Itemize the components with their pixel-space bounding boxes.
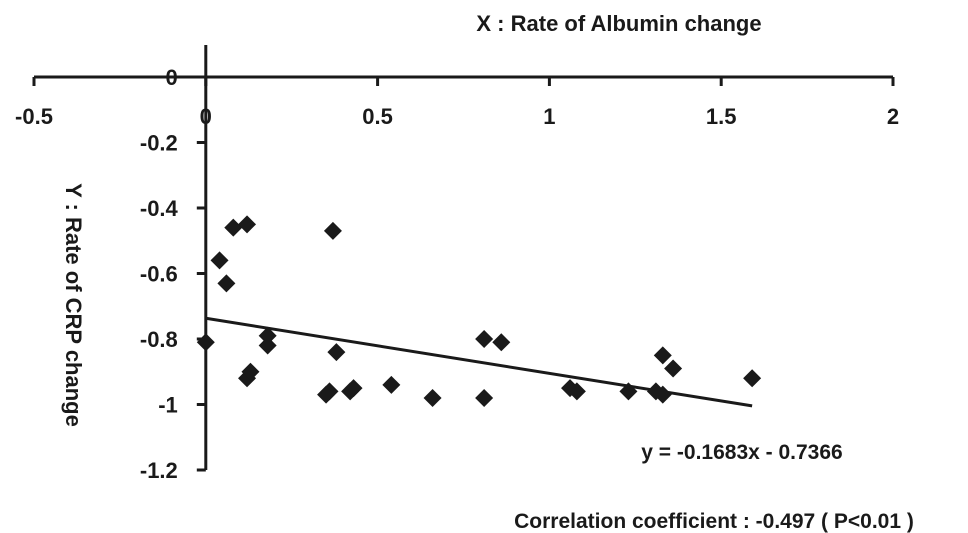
data-point — [210, 251, 229, 270]
x-tick-label: 1.5 — [706, 104, 737, 129]
data-point — [238, 369, 257, 388]
tick-labels: -0.5 0 0.5 1 1.5 2 0 -0.2 -0.4 -0.6 -0.8 -1 -1.2 — [15, 65, 899, 483]
data-point — [217, 274, 236, 293]
data-point — [382, 375, 401, 394]
data-point — [196, 333, 215, 352]
x-tick-label: 0 — [200, 104, 212, 129]
data-point — [327, 343, 346, 362]
x-tick-label: 2 — [887, 104, 899, 129]
data-point — [492, 333, 511, 352]
data-points — [196, 215, 762, 407]
y-tick-label: -1 — [158, 393, 178, 418]
data-point — [475, 330, 494, 348]
y-tick-label: -0.6 — [140, 262, 178, 287]
data-point — [224, 218, 243, 237]
y-tick-label: -0.4 — [140, 196, 179, 221]
x-tick-label: -0.5 — [15, 104, 53, 129]
x-tick-label: 0.5 — [362, 104, 393, 129]
correlation-annotation: Correlation coefficient : -0.497 ( P<0.0… — [514, 510, 914, 533]
y-tick-label: -1.2 — [140, 458, 178, 483]
data-point — [344, 379, 363, 398]
y-tick-label: -0.2 — [140, 131, 178, 156]
trendline-group — [205, 316, 753, 408]
x-tick-label: 1 — [543, 104, 555, 129]
trendline-equation: y = -0.1683x - 0.7366 — [641, 441, 842, 464]
data-point — [653, 385, 672, 404]
y-axis-title: Y : Rate of CRP change — [61, 183, 86, 427]
data-point — [241, 362, 260, 381]
data-point — [567, 382, 586, 401]
trendline — [205, 316, 753, 408]
y-tick-label: -0.8 — [140, 327, 178, 352]
data-point — [653, 346, 672, 365]
data-point — [258, 326, 277, 345]
data-point — [323, 221, 342, 240]
data-point — [743, 369, 762, 388]
data-point — [320, 382, 339, 401]
data-point — [619, 382, 638, 401]
y-tick-label: 0 — [166, 65, 178, 90]
data-point — [475, 388, 494, 407]
data-point — [423, 388, 442, 407]
x-axis-title: X : Rate of Albumin change — [476, 11, 761, 36]
data-point — [258, 336, 277, 355]
data-point — [238, 215, 257, 234]
data-point — [664, 359, 683, 378]
